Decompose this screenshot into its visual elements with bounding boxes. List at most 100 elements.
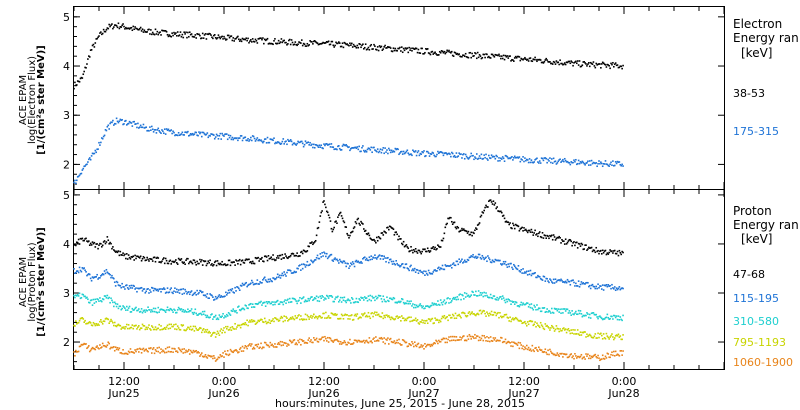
data-point bbox=[274, 343, 276, 345]
data-point bbox=[543, 275, 546, 278]
data-point bbox=[517, 225, 520, 228]
data-point bbox=[172, 325, 174, 328]
data-point bbox=[616, 160, 619, 163]
data-point bbox=[298, 41, 300, 43]
data-point bbox=[171, 260, 173, 263]
data-point bbox=[538, 162, 540, 164]
data-point bbox=[475, 295, 478, 297]
data-point bbox=[413, 303, 416, 306]
data-point bbox=[74, 179, 76, 182]
data-point bbox=[393, 234, 396, 236]
data-point bbox=[364, 340, 367, 342]
data-point bbox=[358, 222, 360, 225]
data-point bbox=[336, 222, 338, 224]
data-point bbox=[331, 40, 334, 43]
data-point bbox=[405, 263, 408, 265]
data-point bbox=[575, 163, 578, 166]
data-point bbox=[179, 288, 182, 291]
data-point bbox=[113, 321, 116, 324]
data-point bbox=[221, 331, 223, 334]
data-point bbox=[219, 132, 222, 135]
data-point bbox=[398, 153, 400, 156]
data-point bbox=[308, 144, 310, 146]
data-point bbox=[481, 334, 484, 337]
data-point bbox=[115, 280, 118, 283]
data-point bbox=[435, 155, 437, 158]
y-tick-label: 5 bbox=[63, 189, 70, 202]
data-point bbox=[96, 273, 98, 276]
data-point bbox=[602, 289, 605, 291]
data-point bbox=[373, 146, 375, 149]
data-point bbox=[200, 291, 203, 294]
data-point bbox=[407, 316, 410, 319]
data-point bbox=[607, 316, 610, 319]
data-point bbox=[113, 122, 116, 125]
data-point bbox=[368, 234, 371, 237]
data-point bbox=[379, 237, 382, 240]
data-point bbox=[394, 47, 397, 50]
data-point bbox=[470, 152, 473, 155]
data-point bbox=[520, 344, 523, 346]
data-point bbox=[108, 23, 110, 26]
data-point bbox=[293, 318, 296, 321]
data-point bbox=[299, 255, 301, 257]
data-point bbox=[504, 154, 507, 157]
data-point bbox=[283, 271, 285, 273]
data-point bbox=[400, 320, 402, 322]
data-point bbox=[300, 263, 303, 266]
data-point bbox=[459, 293, 461, 295]
data-point bbox=[414, 247, 417, 250]
data-point bbox=[272, 254, 274, 256]
data-point bbox=[287, 320, 289, 322]
data-point bbox=[105, 317, 108, 320]
data-point bbox=[476, 312, 479, 315]
data-point bbox=[527, 161, 530, 164]
data-point bbox=[458, 294, 460, 296]
data-point bbox=[498, 339, 500, 342]
data-point bbox=[262, 321, 264, 323]
data-point bbox=[237, 286, 239, 289]
data-point bbox=[451, 298, 454, 300]
data-point bbox=[90, 155, 93, 157]
data-point bbox=[277, 320, 280, 322]
data-point bbox=[403, 266, 406, 269]
data-point bbox=[607, 253, 610, 255]
data-point bbox=[368, 298, 371, 301]
data-point bbox=[582, 248, 585, 251]
data-point bbox=[233, 292, 235, 294]
series-electron-2 bbox=[73, 117, 624, 185]
data-point bbox=[432, 271, 435, 273]
data-point bbox=[439, 267, 442, 269]
data-point bbox=[412, 149, 414, 152]
data-point bbox=[600, 161, 602, 163]
data-point bbox=[342, 46, 345, 49]
data-point bbox=[213, 355, 215, 357]
data-point bbox=[529, 231, 532, 233]
data-point bbox=[337, 295, 339, 298]
data-point bbox=[410, 47, 412, 50]
data-point bbox=[413, 319, 415, 321]
data-point bbox=[178, 328, 181, 331]
data-point bbox=[611, 333, 613, 335]
data-point bbox=[609, 317, 611, 320]
data-point bbox=[453, 51, 456, 54]
data-point bbox=[392, 318, 395, 320]
data-point bbox=[228, 328, 231, 331]
data-point bbox=[278, 254, 281, 257]
data-point bbox=[362, 223, 364, 225]
data-point bbox=[186, 293, 188, 295]
data-point bbox=[375, 258, 378, 260]
data-point bbox=[172, 34, 174, 37]
data-point bbox=[466, 56, 469, 59]
data-point bbox=[488, 257, 490, 259]
data-point bbox=[371, 239, 373, 241]
data-point bbox=[466, 314, 469, 317]
data-point bbox=[475, 153, 478, 155]
data-point bbox=[371, 295, 373, 298]
data-point bbox=[312, 341, 314, 344]
data-point bbox=[162, 258, 164, 261]
data-point bbox=[559, 308, 561, 311]
data-point bbox=[249, 303, 251, 306]
data-point bbox=[152, 307, 155, 310]
data-point bbox=[158, 129, 160, 132]
